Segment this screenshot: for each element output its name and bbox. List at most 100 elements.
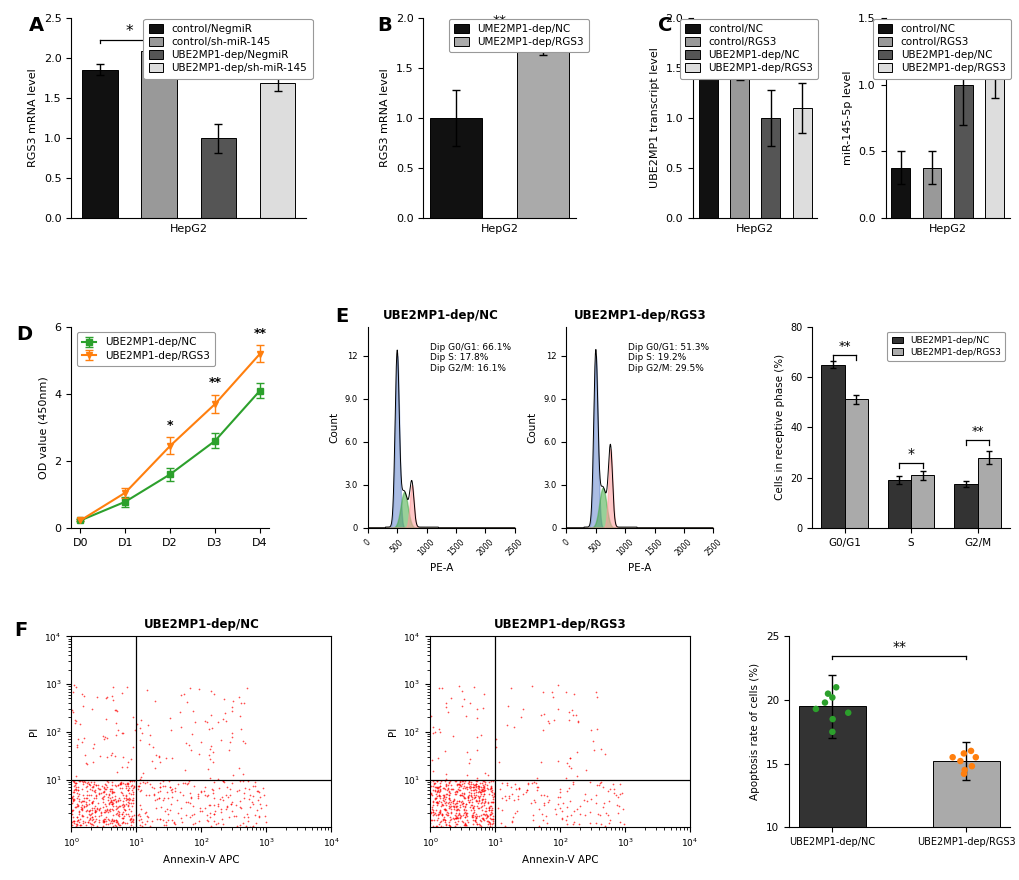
- Point: [202, 810, 218, 824]
- Point: [178, 777, 195, 791]
- Point: [448, 810, 465, 825]
- Point: [124, 812, 141, 826]
- Point: [81, 796, 97, 810]
- Point: [491, 755, 507, 769]
- Point: [104, 689, 120, 703]
- Point: [432, 799, 448, 813]
- Point: [428, 818, 444, 832]
- Point: [448, 785, 465, 799]
- Point: [465, 801, 481, 815]
- Point: [447, 799, 464, 813]
- Point: [184, 799, 201, 813]
- Point: [125, 740, 142, 754]
- Point: [607, 788, 624, 803]
- Point: [131, 779, 148, 793]
- Point: [441, 819, 458, 833]
- Point: [120, 755, 137, 769]
- Point: [609, 806, 626, 820]
- Point: [457, 781, 473, 795]
- Point: [464, 792, 480, 806]
- Point: [131, 772, 148, 786]
- Point: [103, 797, 119, 811]
- Point: [429, 796, 445, 810]
- Point: [74, 699, 91, 713]
- Point: [108, 702, 124, 716]
- Point: [819, 686, 836, 700]
- Point: [482, 781, 498, 796]
- Point: [475, 812, 491, 826]
- Point: [69, 813, 86, 827]
- Point: [209, 817, 225, 831]
- Point: [461, 756, 477, 770]
- Point: [424, 804, 440, 818]
- Point: [508, 804, 525, 818]
- Point: [97, 803, 113, 817]
- Point: [227, 809, 244, 823]
- Point: [65, 793, 82, 807]
- Point: [468, 798, 484, 812]
- Point: [450, 794, 467, 808]
- Point: [455, 790, 472, 804]
- Point: [130, 813, 147, 827]
- Point: [461, 780, 477, 794]
- Point: [438, 772, 454, 786]
- Point: [245, 788, 261, 803]
- Point: [438, 795, 454, 809]
- Y-axis label: PI: PI: [387, 727, 397, 737]
- Point: [78, 776, 95, 790]
- Point: [533, 807, 549, 821]
- Point: [81, 807, 97, 821]
- Text: **: **: [208, 376, 221, 389]
- Point: [466, 799, 482, 813]
- Point: [75, 814, 92, 828]
- Point: [474, 789, 490, 803]
- Point: [180, 737, 197, 752]
- Point: [467, 777, 483, 791]
- Point: [457, 818, 473, 832]
- Point: [98, 814, 114, 828]
- Point: [519, 783, 535, 797]
- Point: [446, 818, 463, 832]
- Point: [107, 789, 123, 803]
- Point: [75, 775, 92, 789]
- Point: [439, 705, 455, 719]
- Point: [209, 799, 225, 813]
- Point: [474, 795, 490, 809]
- Point: [432, 819, 448, 833]
- Point: [85, 812, 101, 826]
- Y-axis label: OD value (450nm): OD value (450nm): [39, 376, 49, 479]
- Point: [198, 808, 214, 822]
- Point: [553, 804, 570, 818]
- Point: [479, 810, 495, 824]
- Point: [69, 782, 86, 796]
- Point: [462, 801, 478, 815]
- Point: [474, 811, 490, 825]
- Point: [454, 787, 471, 801]
- Text: **: **: [492, 14, 506, 28]
- Point: [455, 776, 472, 790]
- Point: [84, 810, 100, 824]
- Point: [600, 795, 616, 809]
- Y-axis label: RGS3 mRNA level: RGS3 mRNA level: [380, 69, 390, 167]
- Point: [99, 803, 115, 818]
- Point: [84, 796, 100, 810]
- Point: [551, 790, 568, 804]
- Point: [467, 815, 483, 829]
- Point: [103, 796, 119, 810]
- Point: [234, 735, 251, 749]
- Point: [476, 774, 492, 788]
- Point: [498, 718, 515, 732]
- Point: [213, 804, 229, 818]
- Text: B: B: [377, 16, 392, 34]
- Point: [462, 783, 478, 797]
- Point: [510, 781, 526, 795]
- Point: [459, 782, 475, 796]
- Point: [469, 785, 485, 799]
- Point: [258, 798, 274, 812]
- Point: [81, 788, 97, 802]
- Point: [469, 788, 485, 803]
- Point: [114, 795, 130, 809]
- Point: [556, 771, 573, 785]
- Point: [436, 803, 452, 817]
- Point: [422, 787, 438, 801]
